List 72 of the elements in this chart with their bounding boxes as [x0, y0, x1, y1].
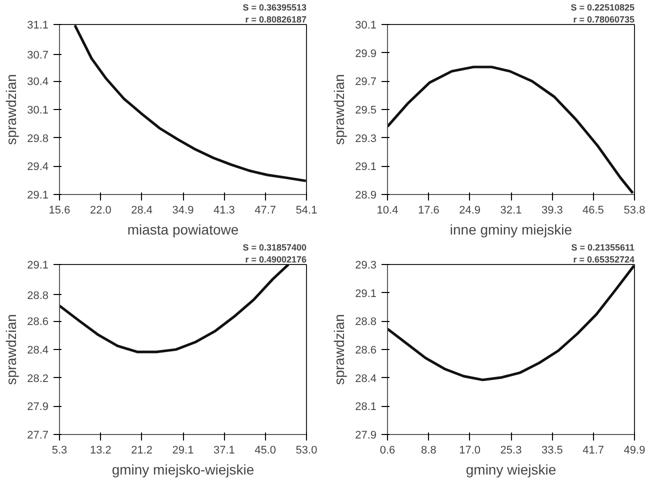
y-tick-label: 30.1	[27, 104, 49, 116]
x-tick-label: 47.7	[254, 204, 276, 216]
x-tick-label: 46.5	[582, 204, 604, 216]
x-tick-label: 53.8	[624, 204, 646, 216]
y-tick-label: 29.9	[355, 48, 377, 60]
y-tick-label: 27.9	[27, 401, 49, 414]
annotation: r = 0.49002176	[245, 254, 307, 264]
text: S = 0.36395513	[242, 2, 307, 12]
y-tick-label: 27.9	[355, 430, 377, 442]
text: S = 0.22510825	[570, 2, 635, 12]
y-tick-label: 28.6	[355, 344, 377, 356]
x-tick-label: 28.4	[131, 204, 153, 216]
y-tick-label: 29.8	[27, 132, 49, 145]
y-tick-label: 29.4	[27, 161, 49, 174]
x-tick-label: 29.1	[172, 444, 194, 456]
x-tick-label: 49.9	[624, 444, 646, 456]
x-tick-label: 8.8	[421, 444, 436, 456]
text: S = 0.21355611	[571, 242, 634, 252]
y-tick-label: 30.7	[27, 49, 49, 62]
x-tick-label: 53.0	[296, 444, 318, 456]
x-tick-label: 33.5	[541, 444, 563, 456]
y-tick-label: 29.5	[355, 104, 377, 116]
x-tick-label: 22.0	[90, 204, 112, 216]
x-tick-label: 34.9	[172, 204, 194, 216]
y-axis-title: sprawdzian	[331, 314, 348, 385]
x-tick-label: 15.6	[48, 204, 70, 216]
y-tick-label: 28.4	[27, 344, 49, 356]
y-tick-label: 29.1	[355, 161, 377, 174]
x-axis-title: gminy wiejskie	[466, 462, 556, 478]
y-tick-label: 31.1	[27, 20, 49, 32]
y-tick-label: 29.1	[355, 288, 377, 300]
y-tick-label: 30.4	[27, 76, 49, 88]
y-axis-title: sprawdzian	[3, 314, 20, 385]
y-tick-label: 28.4	[355, 372, 377, 385]
y-tick-label: 27.7	[27, 430, 49, 442]
x-tick-label: 10.4	[376, 204, 398, 216]
text: r = 0.80826187	[245, 14, 307, 24]
x-tick-label: 5.3	[52, 444, 68, 456]
y-tick-label: 29.3	[355, 132, 377, 145]
x-axis-title: miasta powiatowe	[127, 222, 239, 238]
y-tick-label: 28.1	[355, 401, 377, 414]
x-tick-label: 39.3	[541, 204, 563, 216]
x-tick-label: 17.6	[418, 204, 440, 216]
x-tick-label: 32.1	[500, 204, 522, 216]
annotation: r = 0.78060735	[573, 14, 635, 24]
y-tick-label: 29.3	[355, 260, 377, 272]
y-tick-label: 29.1	[27, 260, 49, 272]
x-tick-label: 13.2	[90, 444, 112, 456]
y-tick-label: 28.8	[27, 290, 49, 302]
x-tick-label: 41.3	[213, 204, 235, 216]
y-axis-title: sprawdzian	[331, 74, 348, 145]
y-tick-label: 29.1	[27, 190, 49, 202]
text: S = 0.31857400	[242, 242, 307, 252]
x-tick-label: 21.2	[131, 444, 153, 456]
y-tick-label: 29.7	[355, 76, 377, 88]
y-tick-label: 28.9	[355, 190, 377, 202]
y-tick-label: 30.1	[355, 20, 377, 32]
x-tick-label: 41.7	[582, 444, 604, 456]
x-tick-label: 24.9	[459, 204, 481, 216]
x-tick-label: 45.0	[254, 444, 276, 456]
x-tick-label: 25.3	[500, 444, 522, 456]
y-tick-label: 28.6	[27, 316, 49, 328]
x-tick-label: 54.1	[296, 204, 318, 216]
x-tick-label: 37.1	[213, 444, 235, 456]
y-tick-label: 28.8	[355, 316, 377, 328]
annotation: r = 0.65352724	[573, 254, 635, 264]
y-tick-label: 28.2	[27, 372, 49, 385]
y-axis-title: sprawdzian	[3, 74, 20, 145]
x-tick-label: 0.6	[380, 444, 396, 456]
x-tick-label: 17.0	[459, 444, 481, 456]
x-axis-title: gminy miejsko-wiejskie	[112, 462, 254, 478]
x-axis-title: inne gminy miejskie	[450, 222, 572, 238]
